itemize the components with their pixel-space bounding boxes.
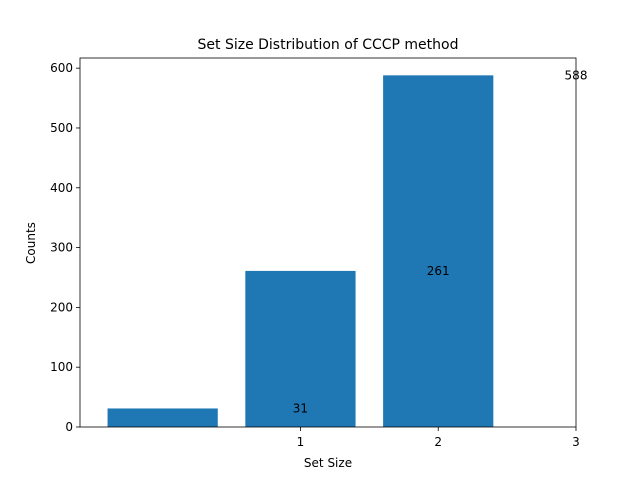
bar-0 [107,408,218,427]
bar-2 [383,75,494,427]
bar-1 [245,270,356,427]
y-tick-label-2: 200 [50,300,73,314]
x-tick-label-2: 3 [572,435,580,449]
x-tick-label-1: 2 [434,435,442,449]
x-tick-label-0: 1 [297,435,305,449]
y-tick-label-0: 0 [65,420,73,434]
chart-title: Set Size Distribution of CCCP method [198,37,459,53]
y-tick-label-5: 500 [50,121,73,135]
x-axis-label: Set Size [304,456,352,470]
y-tick-label-6: 600 [50,61,73,75]
y-tick-label-3: 300 [50,241,73,255]
y-tick-label-1: 100 [50,360,73,374]
y-tick-label-4: 400 [50,181,73,195]
value-label-1: 261 [427,264,450,278]
plot-frame [79,57,577,428]
y-axis-label: Counts [24,222,38,264]
value-label-0: 31 [293,401,308,415]
bars-layer [107,75,494,427]
axes-layer: 0 100 200 300 400 500 600 1 2 3 [50,57,580,449]
